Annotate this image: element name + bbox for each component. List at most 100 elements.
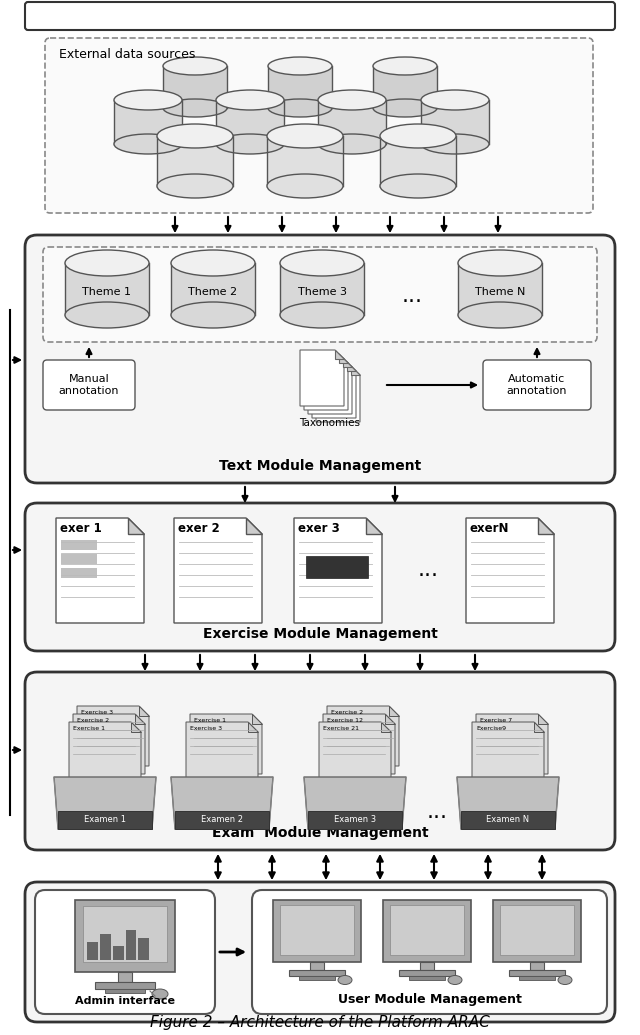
Text: Exercise 1: Exercise 1	[194, 718, 226, 723]
Bar	[65, 263, 149, 315]
Bar	[138, 938, 149, 960]
Polygon shape	[472, 722, 544, 782]
Polygon shape	[319, 722, 391, 782]
Polygon shape	[538, 518, 554, 534]
Bar	[509, 970, 565, 976]
Polygon shape	[323, 714, 395, 774]
FancyBboxPatch shape	[483, 360, 591, 410]
Polygon shape	[308, 358, 352, 414]
Bar	[273, 900, 361, 962]
Polygon shape	[534, 722, 544, 732]
Text: Exam  Module Management: Exam Module Management	[212, 826, 428, 840]
Polygon shape	[304, 777, 406, 829]
Polygon shape	[56, 518, 144, 623]
Ellipse shape	[373, 99, 437, 117]
FancyBboxPatch shape	[43, 247, 597, 342]
Polygon shape	[304, 354, 348, 410]
Bar	[421, 100, 489, 144]
Text: Exercise Module Management: Exercise Module Management	[203, 627, 437, 641]
Polygon shape	[128, 518, 144, 534]
Ellipse shape	[268, 99, 332, 117]
Text: Exercise 3: Exercise 3	[81, 710, 113, 715]
FancyBboxPatch shape	[252, 890, 607, 1014]
FancyBboxPatch shape	[25, 882, 615, 1022]
Polygon shape	[139, 706, 149, 716]
Ellipse shape	[152, 989, 168, 999]
Bar	[306, 556, 368, 578]
Polygon shape	[174, 518, 262, 623]
FancyBboxPatch shape	[25, 672, 615, 850]
Ellipse shape	[267, 174, 343, 198]
Text: Exercise 2: Exercise 2	[77, 718, 109, 723]
Polygon shape	[538, 714, 548, 724]
Bar	[310, 962, 324, 970]
Bar	[83, 906, 167, 962]
Ellipse shape	[268, 57, 332, 75]
Polygon shape	[389, 706, 399, 716]
Polygon shape	[381, 722, 391, 732]
Ellipse shape	[373, 57, 437, 75]
Bar	[87, 942, 98, 960]
Bar	[380, 136, 456, 186]
Bar	[289, 970, 345, 976]
Bar	[280, 263, 364, 315]
Text: Exercise 7: Exercise 7	[480, 718, 512, 723]
Polygon shape	[351, 366, 360, 375]
Bar	[268, 66, 332, 108]
Ellipse shape	[171, 250, 255, 276]
Text: Exercise 12: Exercise 12	[327, 718, 363, 723]
Polygon shape	[476, 714, 548, 774]
Ellipse shape	[338, 976, 352, 984]
Text: Admin interface: Admin interface	[75, 996, 175, 1006]
Polygon shape	[54, 777, 156, 829]
Polygon shape	[246, 518, 262, 534]
Bar	[100, 934, 111, 960]
Ellipse shape	[65, 302, 149, 328]
FancyBboxPatch shape	[45, 38, 593, 213]
Polygon shape	[343, 358, 352, 367]
Ellipse shape	[318, 134, 386, 154]
Polygon shape	[300, 350, 344, 406]
Text: Automatic
annotation: Automatic annotation	[507, 375, 567, 395]
Bar	[299, 976, 335, 980]
Text: Examen 3: Examen 3	[334, 816, 376, 825]
Ellipse shape	[163, 57, 227, 75]
Bar	[318, 100, 386, 144]
Bar	[420, 962, 434, 970]
Ellipse shape	[157, 124, 233, 148]
Text: Exercise9: Exercise9	[476, 726, 506, 731]
Text: Manual
annotation: Manual annotation	[59, 375, 119, 395]
Polygon shape	[366, 518, 382, 534]
Bar	[399, 970, 455, 976]
Text: ...: ...	[426, 802, 447, 822]
Text: Examen 2: Examen 2	[201, 816, 243, 825]
FancyBboxPatch shape	[43, 360, 135, 410]
Text: Text Module Management: Text Module Management	[219, 459, 421, 473]
Bar	[113, 946, 124, 960]
Ellipse shape	[458, 250, 542, 276]
Text: Examen N: Examen N	[486, 816, 529, 825]
Ellipse shape	[267, 124, 343, 148]
Bar	[409, 976, 445, 980]
Polygon shape	[347, 362, 356, 371]
Polygon shape	[175, 811, 269, 829]
Text: External data sources: External data sources	[59, 48, 195, 61]
Polygon shape	[252, 714, 262, 724]
Text: User Module Management: User Module Management	[337, 993, 522, 1006]
Polygon shape	[385, 714, 395, 724]
Polygon shape	[186, 722, 258, 782]
FancyBboxPatch shape	[25, 2, 615, 30]
Ellipse shape	[163, 99, 227, 117]
Polygon shape	[58, 811, 152, 829]
Text: Exercise 2: Exercise 2	[331, 710, 363, 715]
Text: Figure 2 – Architecture of the Platform ARAC: Figure 2 – Architecture of the Platform …	[150, 1015, 490, 1030]
Bar	[118, 972, 132, 982]
Ellipse shape	[421, 134, 489, 154]
Polygon shape	[190, 714, 262, 774]
Ellipse shape	[458, 302, 542, 328]
Bar	[383, 900, 471, 962]
Ellipse shape	[380, 174, 456, 198]
Ellipse shape	[216, 134, 284, 154]
Bar	[267, 136, 343, 186]
Ellipse shape	[318, 90, 386, 110]
